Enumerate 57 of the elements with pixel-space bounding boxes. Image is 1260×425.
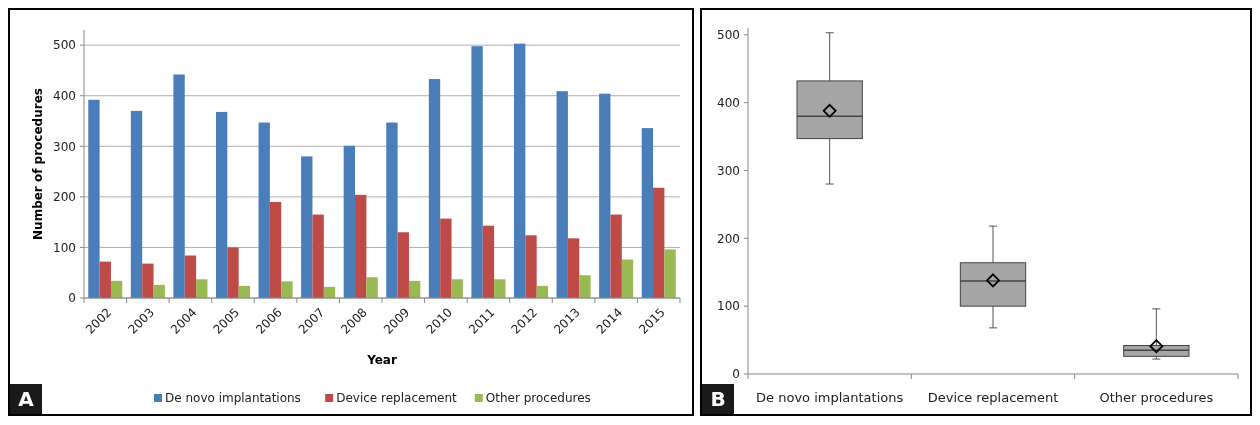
- y-tick-label: 300: [53, 139, 76, 154]
- bar: [513, 43, 526, 298]
- bar: [599, 93, 611, 298]
- bar: [312, 214, 324, 298]
- bar: [88, 99, 100, 298]
- bar: [579, 275, 591, 298]
- bar: [451, 279, 463, 298]
- bar: [428, 79, 441, 298]
- bar: [281, 281, 293, 298]
- bar: [343, 145, 356, 298]
- y-tick-label: 400: [53, 88, 76, 103]
- text: A: [18, 387, 35, 411]
- bar: [301, 156, 313, 298]
- x-tick-label: Other procedures: [1099, 390, 1214, 405]
- bar: [610, 214, 622, 298]
- bar: [366, 277, 378, 298]
- text: B: [710, 387, 726, 411]
- y-tick-label: 200: [717, 231, 740, 246]
- bar: [621, 259, 634, 298]
- y-tick-label: 0: [732, 367, 740, 382]
- bar: [110, 280, 123, 298]
- y-tick-label: 200: [53, 190, 76, 205]
- bar: [227, 247, 239, 298]
- y-tick-label: 400: [717, 95, 740, 110]
- bar: [494, 279, 506, 298]
- bar: [525, 235, 537, 298]
- bar: [641, 128, 654, 298]
- bar: [130, 110, 143, 298]
- bar: [664, 249, 676, 298]
- bar: [184, 255, 197, 298]
- y-axis-title: Number of procedures: [31, 88, 45, 240]
- bar: [482, 225, 495, 298]
- bar: [556, 91, 568, 298]
- bar: [196, 279, 208, 298]
- bar: [567, 238, 580, 298]
- bar: [471, 46, 483, 298]
- y-tick-label: 300: [717, 163, 740, 178]
- bar: [653, 187, 665, 298]
- bar: [386, 122, 398, 298]
- bar: [258, 122, 270, 298]
- bar: [397, 232, 409, 298]
- bar: [408, 280, 421, 298]
- bar: [142, 263, 154, 298]
- bar: [355, 194, 367, 298]
- y-tick-label: 100: [717, 299, 740, 314]
- bar: [173, 74, 185, 298]
- bar: [269, 201, 282, 298]
- x-axis-title: Year: [366, 353, 397, 367]
- bar: [99, 261, 111, 298]
- bar: [440, 218, 452, 298]
- y-tick-label: 0: [68, 291, 76, 306]
- y-tick-label: 500: [53, 38, 76, 53]
- x-tick-label: Device replacement: [927, 390, 1059, 405]
- y-tick-label: 500: [717, 27, 740, 42]
- x-tick-label: De novo implantations: [756, 390, 904, 405]
- bar: [215, 111, 228, 298]
- y-tick-label: 100: [53, 240, 76, 255]
